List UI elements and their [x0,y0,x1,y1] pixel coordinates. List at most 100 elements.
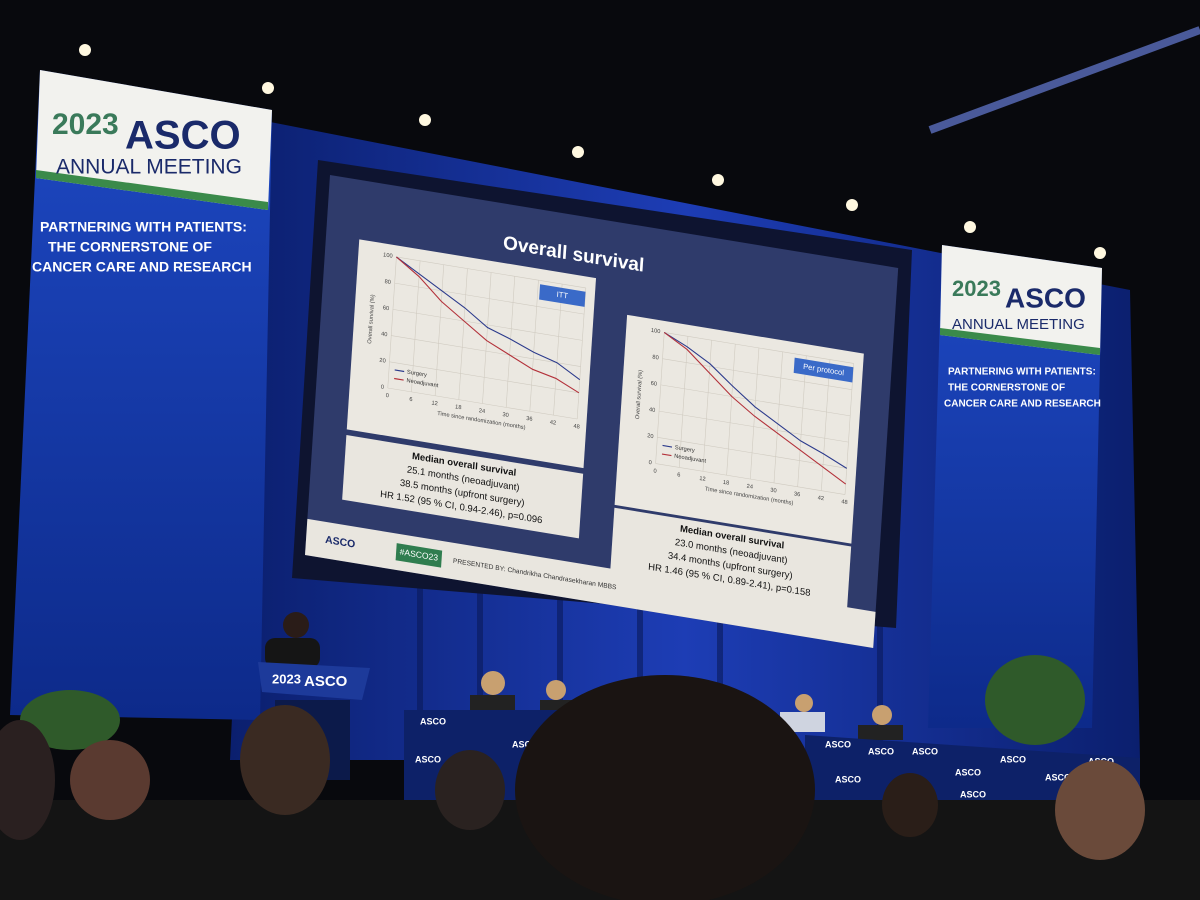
grid-line [576,287,587,420]
right-banner: 2023 ASCO ANNUAL MEETING PARTNERING WITH… [928,245,1102,728]
slide: Overall survival ASCO #ASCO23 PRESENTED … [305,175,899,649]
y-tick-label: 0 [381,384,385,390]
y-tick-label: 0 [648,460,652,466]
table-logo: ASCO [912,746,938,756]
grid-line [773,351,783,483]
grid-line [505,276,516,408]
survival-curve [396,256,580,394]
y-tick-label: 40 [381,331,388,338]
banner-meeting: ANNUAL MEETING [952,316,1085,333]
x-tick-label: 30 [770,488,777,495]
grid-line [750,347,760,480]
table-logo: ASCO [512,739,538,749]
x-tick-label: 0 [653,468,657,474]
plot-tag [539,284,586,307]
banner-brand: ASCO [125,114,241,158]
table-logo: ASCO [835,774,861,784]
grid-line [387,256,397,389]
survival-curve [663,331,847,485]
legend-label: Neoadjuvant [406,378,439,389]
survival-curve [396,256,581,381]
x-tick-label: 6 [677,472,681,478]
speaker [265,612,320,668]
plot-tag-label: ITT [556,290,568,301]
y-tick-label: 100 [651,328,661,336]
plot-panel [346,239,597,469]
y-tick-label: 20 [647,433,654,440]
ceiling-lights [79,44,1106,259]
x-tick-label: 24 [479,408,487,415]
table-logo: ASCO [825,739,851,749]
summary-box [342,435,584,539]
grid-line [387,387,578,420]
y-tick-label: 80 [384,279,391,286]
y-axis-label: Overall survival (%) [367,294,376,344]
x-tick-label: 48 [841,499,848,506]
table-logo: ASCO [960,789,986,799]
grid-line [655,332,665,464]
plot-panel [614,314,864,544]
x-tick-label: 12 [699,476,706,483]
legend-swatch [394,369,405,373]
x-tick-label: 18 [723,480,730,487]
summary-box [610,507,852,612]
y-axis-label: Overall survival (%) [635,369,644,419]
y-tick-label: 40 [649,407,656,414]
table-logo: ASCO [420,716,446,726]
y-tick-label: 100 [383,252,393,260]
footer-logo: ASCO [325,534,356,551]
legend-label: Surgery [675,445,695,454]
banner-theme: CANCER CARE AND RESEARCH [944,399,1101,410]
table-logo: ASCO [1045,772,1071,782]
podium-logo: ASCO [304,673,348,690]
podium-logo: 2023 [272,671,301,686]
x-tick-label: 0 [385,393,389,399]
grid-line [411,260,421,392]
banner-theme: PARTNERING WITH PATIENTS: [40,219,247,235]
banner-brand: ASCO [1005,282,1086,313]
grid-line [434,264,445,396]
banner-theme: CANCER CARE AND RESEARCH [32,259,252,275]
banner-theme: THE CORNERSTONE OF [948,383,1065,394]
x-tick-label: 36 [794,491,801,498]
legend-swatch [662,444,673,448]
y-tick-label: 80 [652,355,659,362]
table-logo: ASCO [1000,754,1026,764]
grid-line [553,284,563,416]
x-tick-label: 12 [431,400,438,407]
table-logo: ASCO [955,767,981,777]
legend-swatch [394,377,404,381]
banner-meeting: ANNUAL MEETING [56,156,242,179]
plants [20,655,1085,750]
y-tick-label: 20 [379,358,386,365]
x-tick-label: 24 [746,484,754,491]
grid-line [702,340,712,472]
banner-theme: THE CORNERSTONE OF [48,239,212,255]
x-tick-label: 36 [526,416,533,423]
banner-theme: PARTNERING WITH PATIENTS: [948,367,1096,378]
grid-line [482,272,492,404]
grid-line [821,359,831,491]
legend-label: Surgery [407,370,427,379]
truss [928,26,1200,134]
x-tick-label: 48 [573,424,580,431]
x-tick-label: 42 [550,420,557,427]
plot-tag [793,357,854,383]
y-tick-label: 60 [383,305,390,312]
table-logo: ASCO [868,746,894,756]
x-tick-label: 6 [409,397,413,403]
legend-label: Neoadjuvant [674,454,707,465]
grid-line [678,336,689,468]
grid-line [458,268,468,400]
grid-line [529,280,539,412]
banner-year: 2023 [952,276,1001,301]
x-tick-label: 18 [455,404,462,411]
legend-swatch [661,453,672,457]
grid-line [844,363,854,495]
x-tick-label: 30 [502,412,509,419]
y-tick-label: 60 [650,381,657,388]
left-banner: 2023 ASCO ANNUAL MEETING PARTNERING WITH… [10,70,272,720]
survival-curve [663,331,847,469]
grid-line [797,355,807,487]
